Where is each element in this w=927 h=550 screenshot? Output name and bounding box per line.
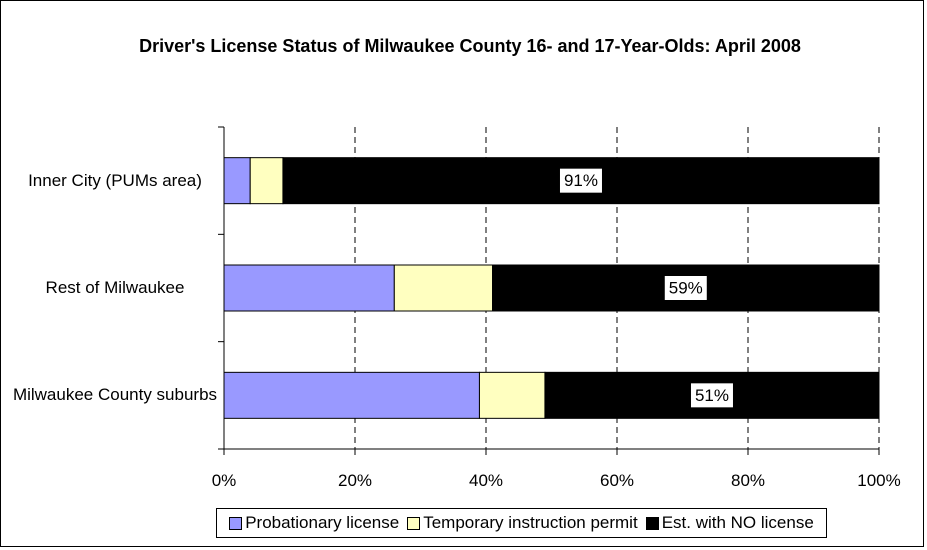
value-label-bg: [690, 383, 733, 408]
x-tick-label: 80%: [730, 471, 766, 490]
legend-label: Probationary license: [245, 513, 400, 532]
legend-item: Temporary instruction permit: [407, 513, 638, 533]
legend-label: Temporary instruction permit: [423, 513, 638, 532]
x-tick-label: 100%: [857, 471, 901, 490]
value-label-bg: [559, 168, 602, 193]
bar-segment: [478, 371, 546, 419]
y-tick-label: Inner City (PUMs area): [28, 170, 202, 190]
x-tick-label: 0%: [211, 471, 237, 490]
value-label-bg: [664, 276, 707, 300]
bar-segment: [223, 371, 480, 419]
y-tick-label: Rest of Milwaukee: [45, 278, 185, 297]
legend-item: Probationary license: [229, 513, 399, 533]
bar-segment: [223, 264, 395, 312]
legend-swatch: [645, 516, 659, 530]
value-label: 51%: [695, 386, 729, 405]
bar-segment: [249, 157, 284, 205]
value-label: 91%: [564, 171, 598, 190]
legend-swatch: [229, 516, 243, 530]
x-tick-label: 20%: [337, 471, 373, 490]
bar-segment: [223, 157, 251, 205]
y-tick-label: Milwaukee County suburbs: [12, 385, 218, 405]
legend-item: Est. with NO license: [645, 513, 814, 533]
legend-label: Est. with NO license: [661, 513, 814, 532]
value-label: 59%: [669, 278, 703, 297]
legend-swatch: [407, 516, 421, 530]
x-tick-label: 40%: [468, 471, 504, 490]
bar-segment: [393, 264, 494, 312]
legend: Probationary license Temporary instructio…: [216, 508, 827, 538]
chart-title: Driver's License Status of Milwaukee Cou…: [139, 36, 801, 56]
x-tick-label: 60%: [599, 471, 635, 490]
